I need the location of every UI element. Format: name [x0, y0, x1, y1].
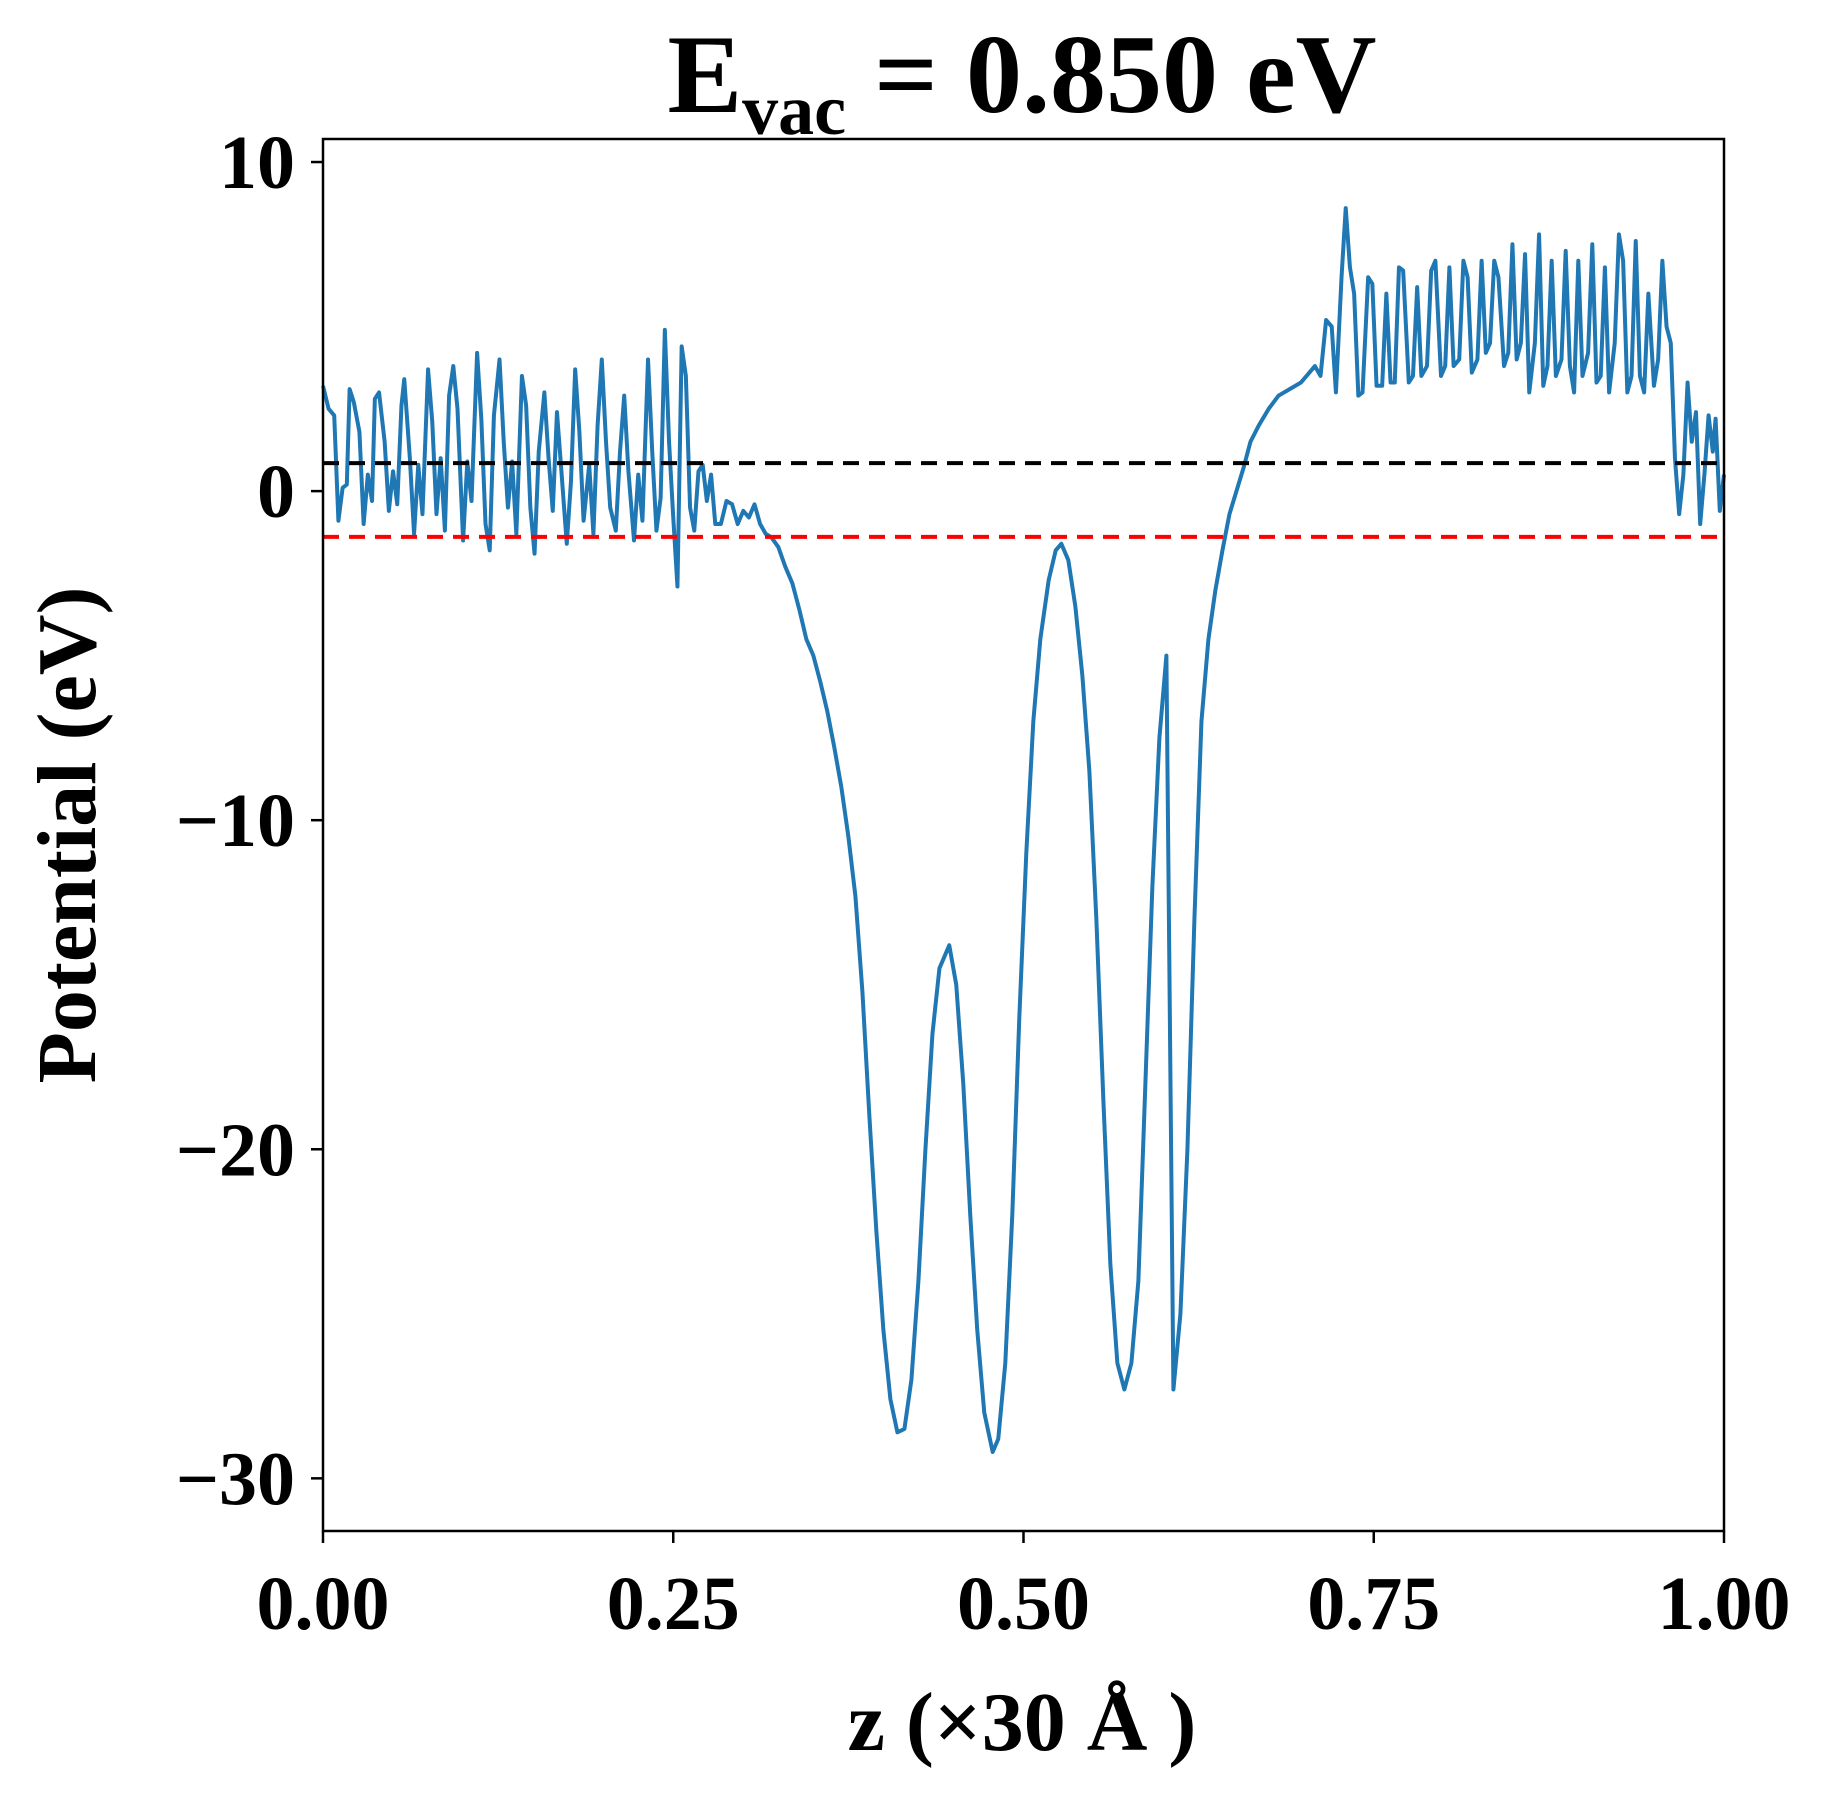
x-axis-label: z (×30 Å ) [848, 1676, 1197, 1769]
y-tick-label: −10 [176, 779, 295, 863]
x-tick-label: 0.25 [607, 1562, 740, 1646]
y-tick-label: 0 [257, 450, 295, 534]
title-rest: = 0.850 eV [846, 13, 1376, 137]
y-tick-label: 10 [219, 121, 295, 205]
x-tick-label: 0.75 [1307, 1562, 1440, 1646]
y-tick-label: −20 [176, 1108, 295, 1192]
title-subscript: vac [742, 70, 846, 150]
y-axis-label: Potential (eV) [21, 587, 114, 1084]
y-tick-label: −30 [176, 1437, 295, 1521]
line-series [321, 206, 1726, 1455]
x-tick-label: 0.50 [957, 1562, 1090, 1646]
title-main: E [667, 13, 742, 137]
chart-title: Evac = 0.850 eV [667, 13, 1376, 150]
x-tick-label: 0.00 [257, 1562, 390, 1646]
plot-frame [321, 137, 1726, 1533]
x-tick-label: 1.00 [1658, 1562, 1791, 1646]
